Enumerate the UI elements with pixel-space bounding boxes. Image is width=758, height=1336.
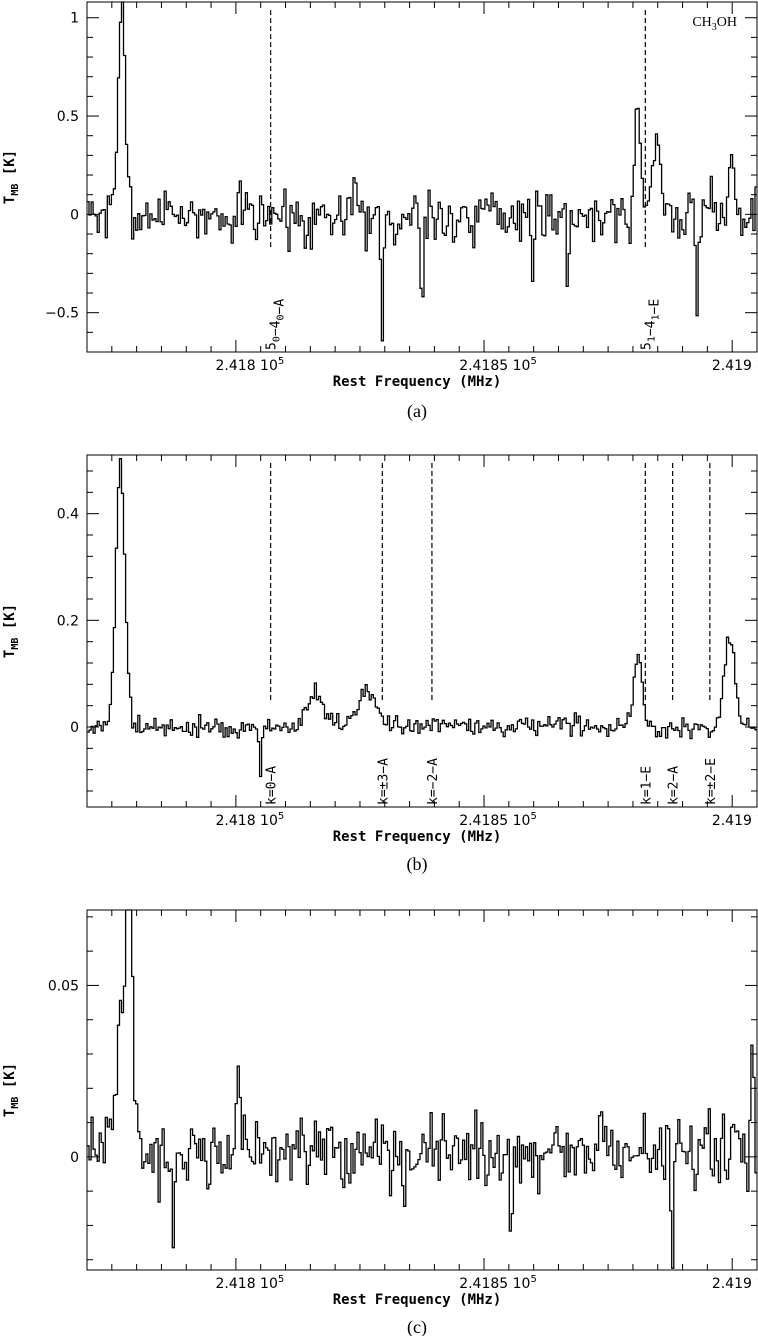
x-axis-label: Rest Frequency (MHz) [333, 829, 502, 845]
molecule-label-part-2: OH [717, 15, 737, 30]
spectrum-trace [87, 458, 757, 778]
x-tick-label-0-mantissa: 2.418 10 [216, 1276, 278, 1292]
spectrum-trace [87, 1, 757, 342]
y-tick-label: 0 [70, 720, 79, 736]
y-axis-label-unit: [K] [2, 150, 18, 184]
x-tick-label: 2.418 105 [216, 356, 285, 374]
line-label-b-0-part-0: k=0−A [265, 766, 280, 805]
x-tick-label: 2.419 105 [712, 356, 758, 374]
plot-frame [86, 454, 758, 808]
line-label-b-1-part-0: k=±3−A [376, 758, 391, 805]
y-tick-label: 0.05 [48, 978, 79, 994]
x-axis-label: Rest Frequency (MHz) [333, 374, 502, 390]
molecule-label: CH3OH [692, 15, 737, 33]
plot-frame [86, 909, 758, 1271]
line-label-a-0-part-0: 5 [265, 342, 280, 350]
y-axis-label: TMB [K] [2, 1063, 21, 1117]
y-axis-label-symbol: T [2, 650, 18, 658]
y-tick-label: 0.4 [57, 507, 79, 523]
y-axis-label-subscript: MB [10, 638, 21, 650]
line-label-b-4-part-0: k=2−A [667, 766, 682, 805]
y-tick-label: 0.2 [57, 613, 79, 629]
line-label-a-0-part-6: −A [273, 299, 288, 315]
line-label: k=±3−A [376, 758, 391, 805]
spectrum-trace [87, 909, 757, 1269]
y-tick-label: 0 [70, 1150, 79, 1166]
line-label-a-1-part-0: 5 [639, 342, 654, 350]
line-label-a-1-part-3: −4 [643, 320, 658, 336]
panel-caption: (a) [407, 401, 427, 422]
molecule-label-part-1: CH [692, 15, 711, 30]
x-tick-label: 2.418 105 [216, 811, 285, 829]
x-tick-label: 2.419 105 [712, 811, 758, 829]
y-axis-label-symbol: T [2, 196, 18, 204]
line-label-a-0-part-3: −4 [269, 320, 284, 336]
x-tick-label-1-mantissa: 2.4185 10 [459, 358, 530, 374]
y-tick-label: 1 [70, 11, 79, 27]
line-label: k=−2−A [426, 758, 441, 805]
line-label-a-0-sub-4: 0 [276, 314, 287, 320]
x-tick-label: 2.4185 105 [459, 811, 537, 829]
panel-caption: (c) [407, 1317, 427, 1336]
y-axis-label-unit: [K] [2, 604, 18, 638]
line-label-b-3-part-0: k=1−E [639, 766, 654, 805]
y-tick-label: 0 [70, 207, 79, 223]
x-tick-label-0-exponent: 5 [278, 356, 284, 367]
line-label-a-0-sub-1: 0 [272, 336, 283, 342]
x-tick-label: 2.4185 105 [459, 1274, 537, 1292]
y-tick-label: −0.5 [45, 306, 79, 322]
line-label: 51−41−E [639, 299, 662, 350]
x-tick-label-1-exponent: 5 [530, 356, 536, 367]
line-label-a-1-part-6: −E [647, 299, 662, 315]
x-tick-label: 2.4185 105 [459, 356, 537, 374]
x-tick-label-2-mantissa: 2.419 10 [712, 358, 758, 374]
y-axis-label-subscript: MB [10, 1097, 21, 1109]
x-tick-label-0-exponent: 5 [278, 811, 284, 822]
line-label-a-1-sub-4: 1 [650, 314, 661, 320]
x-tick-label: 2.419 105 [712, 1274, 758, 1292]
line-label-a-1-sub-1: 1 [646, 336, 657, 342]
molecule-label-sub: 3 [712, 22, 717, 33]
y-tick-label: 0.5 [57, 109, 79, 125]
y-axis-label: TMB [K] [2, 150, 21, 204]
line-label: 50−40−A [265, 299, 288, 350]
y-axis-label-unit: [K] [2, 1063, 18, 1097]
x-tick-label-2-mantissa: 2.419 10 [712, 813, 758, 829]
x-tick-label-0-exponent: 5 [278, 1274, 284, 1285]
y-axis-label-symbol: T [2, 1109, 18, 1117]
line-label: k=0−A [265, 766, 280, 805]
y-axis-label-subscript: MB [10, 184, 21, 196]
x-tick-label-1-mantissa: 2.4185 10 [459, 1276, 530, 1292]
x-axis-label: Rest Frequency (MHz) [333, 1292, 502, 1308]
x-tick-label-0-mantissa: 2.418 10 [216, 358, 278, 374]
x-tick-label-0-mantissa: 2.418 10 [216, 813, 278, 829]
line-label: k=2−A [667, 766, 682, 805]
line-label: k=±2−E [704, 758, 719, 805]
x-tick-label-2-mantissa: 2.419 10 [712, 1276, 758, 1292]
x-tick-label-1-exponent: 5 [530, 1274, 536, 1285]
x-tick-label-1-mantissa: 2.4185 10 [459, 813, 530, 829]
y-axis-label: TMB [K] [2, 604, 21, 658]
x-tick-label-1-exponent: 5 [530, 811, 536, 822]
line-label: k=1−E [639, 766, 654, 805]
plot-frame [86, 1, 758, 353]
line-label-b-5-part-0: k=±2−E [704, 758, 719, 805]
panel-caption: (b) [407, 854, 428, 875]
x-tick-label: 2.418 105 [216, 1274, 285, 1292]
line-label-b-2-part-0: k=−2−A [426, 758, 441, 805]
